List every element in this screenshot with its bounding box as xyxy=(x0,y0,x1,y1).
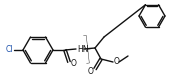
Text: O: O xyxy=(87,67,93,77)
Text: Cl: Cl xyxy=(6,45,13,55)
Text: O: O xyxy=(114,57,120,67)
Text: O: O xyxy=(71,60,77,68)
Text: HN: HN xyxy=(77,45,89,54)
